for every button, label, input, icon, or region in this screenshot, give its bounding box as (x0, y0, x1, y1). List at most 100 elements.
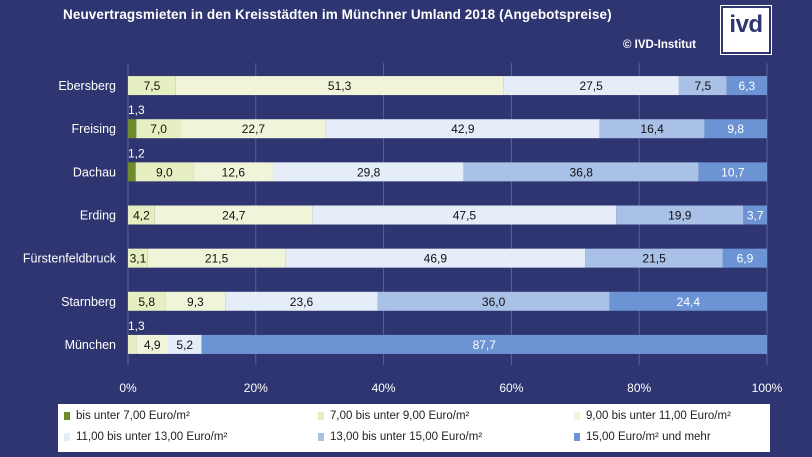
bar-segment (128, 291, 166, 311)
bar-segment (193, 162, 274, 182)
x-tick-label: 0% (119, 381, 137, 395)
data-label: 9,3 (187, 295, 204, 309)
legend-label: 15,00 Euro/m² und mehr (586, 431, 711, 443)
logo-text: ivd (729, 11, 763, 38)
ivd-logo: ivd (721, 6, 771, 54)
category-label: Ebersberg (58, 79, 116, 93)
bar-segment (128, 76, 176, 96)
data-label: 7,5 (144, 79, 161, 93)
bar-segment (167, 334, 202, 354)
data-label: 36,8 (570, 165, 594, 179)
data-label: 23,6 (290, 295, 314, 309)
category-label: Erding (80, 209, 116, 223)
data-label: 3,1 (130, 252, 147, 266)
data-label: 7,0 (150, 122, 167, 136)
bar-segment (726, 76, 767, 96)
data-label: 42,9 (451, 122, 475, 136)
data-label: 47,5 (453, 209, 477, 223)
data-label: 1,3 (128, 319, 145, 333)
data-label: 5,8 (138, 295, 155, 309)
data-label: 1,2 (128, 146, 145, 160)
data-label: 1,3 (128, 103, 145, 117)
data-label: 5,2 (176, 338, 193, 352)
legend-swatch (574, 433, 580, 441)
category-label: Freising (72, 122, 117, 136)
bar-segment (585, 248, 723, 268)
data-label: 36,0 (482, 295, 506, 309)
x-tick-label: 80% (627, 381, 651, 395)
data-label: 3,7 (747, 209, 764, 223)
bar-segment (154, 205, 313, 225)
data-label: 24,4 (677, 295, 701, 309)
bar-segment (135, 162, 194, 182)
legend-item: 13,00 bis unter 15,00 Euro/m² (318, 431, 482, 443)
bar-segment (175, 76, 504, 96)
data-label: 21,5 (205, 252, 229, 266)
data-label: 9,0 (156, 165, 173, 179)
legend-swatch (574, 412, 580, 420)
legend-label: bis unter 7,00 Euro/m² (76, 410, 190, 422)
bar-segment (201, 334, 767, 354)
bar-segment (128, 205, 155, 225)
data-label: 10,7 (721, 165, 745, 179)
data-label: 4,2 (133, 209, 150, 223)
category-label: München (65, 338, 116, 352)
category-label: Dachau (73, 165, 116, 179)
data-label: 22,7 (242, 122, 266, 136)
legend-item: 7,00 bis unter 9,00 Euro/m² (318, 410, 469, 422)
bar-segment (609, 291, 767, 311)
legend-label: 11,00 bis unter 13,00 Euro/m² (76, 431, 228, 443)
bar-segment (128, 334, 137, 354)
bar-segment (722, 248, 767, 268)
chart-title: Neuvertragsmieten in den Kreisstädten im… (63, 7, 612, 22)
stacked-bar-chart: 0% 20% 40% 60% 80% 100% Ebersberg 7,5 51,3 27,5 7,… (23, 63, 783, 395)
chart-legend: bis unter 7,00 Euro/m² 7,00 bis unter 9,0… (58, 404, 770, 452)
data-label: 24,7 (222, 209, 246, 223)
bar-segment (616, 205, 744, 225)
copyright-note: © IVD-Institut (623, 39, 696, 51)
data-label: 27,5 (579, 79, 603, 93)
bar-segment (136, 334, 168, 354)
x-tick-label: 60% (499, 381, 523, 395)
bar-segment (128, 119, 137, 139)
legend-label: 7,00 bis unter 9,00 Euro/m² (330, 410, 470, 422)
bar-segment (128, 248, 148, 268)
legend-label: 13,00 bis unter 15,00 Euro/m² (330, 431, 483, 443)
bar-segment (136, 119, 181, 139)
data-label: 7,5 (695, 79, 712, 93)
bar-segment (128, 162, 136, 182)
data-label: 87,7 (473, 338, 497, 352)
bar-segment (180, 119, 326, 139)
legend-item: 15,00 Euro/m² und mehr (574, 431, 711, 443)
legend-swatch (64, 433, 70, 441)
bar-segment (704, 119, 767, 139)
bar-segment (743, 205, 767, 225)
legend-item: 9,00 bis unter 11,00 Euro/m² (574, 410, 731, 422)
bar-segment (503, 76, 679, 96)
legend-item: 11,00 bis unter 13,00 Euro/m² (64, 431, 227, 443)
x-tick-label: 40% (372, 381, 396, 395)
legend-swatch (318, 433, 324, 441)
data-label: 46,9 (424, 252, 448, 266)
data-label: 51,3 (328, 79, 352, 93)
x-tick-label: 100% (752, 381, 783, 395)
bar-segment (325, 119, 600, 139)
data-label: 6,9 (737, 252, 754, 266)
data-label: 16,4 (640, 122, 664, 136)
data-label: 12,6 (222, 165, 246, 179)
bar-segment (678, 76, 727, 96)
bar-segment (273, 162, 464, 182)
data-label: 4,9 (144, 338, 161, 352)
bar-segment (285, 248, 586, 268)
category-label: Fürstenfeldbruck (23, 252, 117, 266)
bar-segment (698, 162, 767, 182)
bar-segment (165, 291, 226, 311)
legend-label: 9,00 bis unter 11,00 Euro/m² (586, 410, 731, 422)
bar-segment (599, 119, 705, 139)
data-label: 6,3 (739, 79, 756, 93)
bar-segment (377, 291, 610, 311)
data-label: 19,9 (668, 209, 692, 223)
legend-swatch (64, 412, 70, 420)
bar-segment (463, 162, 699, 182)
bar-segment (312, 205, 617, 225)
